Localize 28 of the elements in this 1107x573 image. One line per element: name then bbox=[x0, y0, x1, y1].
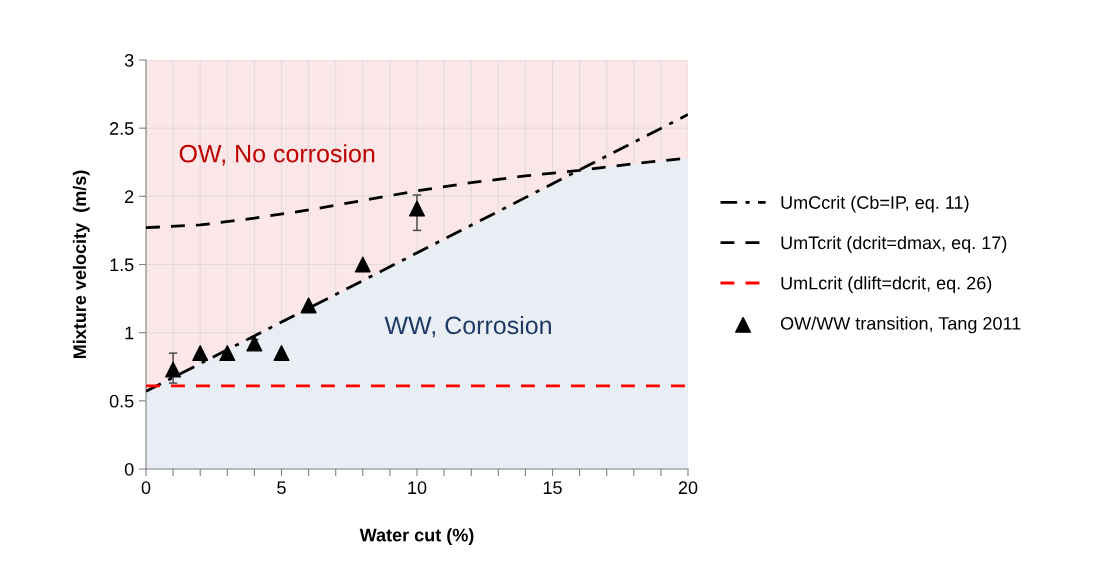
point bbox=[219, 345, 236, 362]
point bbox=[192, 345, 209, 362]
point bbox=[300, 297, 317, 314]
x-axis-title: Water cut (%) bbox=[359, 528, 474, 546]
legend-label: UmLcrit (dlift=dcrit, eq. 26) bbox=[781, 276, 992, 294]
legend-label: UmCcrit (Cb=IP, eq. 11) bbox=[781, 195, 969, 213]
point bbox=[165, 361, 182, 378]
y-tick-label: 3 bbox=[124, 53, 134, 67]
x-tick-label: 15 bbox=[543, 481, 562, 495]
y-tick-label: 1.5 bbox=[110, 258, 134, 272]
annotation: OW, No corrosion bbox=[179, 144, 375, 166]
y-tick-label: 0.5 bbox=[109, 394, 134, 408]
y-tick-label: 2 bbox=[125, 190, 134, 203]
y-tick-label: 1 bbox=[125, 326, 134, 340]
x-tick-label: 20 bbox=[678, 481, 698, 495]
y-axis-title: Mixture velocity (m/s) bbox=[72, 170, 90, 359]
point bbox=[246, 335, 263, 352]
y-tick-label: 2.5 bbox=[110, 122, 134, 135]
annotation: WW, Corrosion bbox=[384, 315, 551, 338]
y-tick-label: 0 bbox=[124, 462, 134, 476]
legend-label: OW/WW transition, Tang 2011 bbox=[780, 316, 1021, 334]
point bbox=[354, 256, 371, 273]
x-tick-label: 5 bbox=[277, 481, 286, 495]
point bbox=[273, 345, 290, 362]
x-tick-label: 0 bbox=[141, 481, 151, 495]
legend-label: UmTcrit (dcrit=dmax, eq. 17) bbox=[781, 235, 1007, 253]
point bbox=[409, 200, 425, 217]
x-tick-label: 10 bbox=[408, 481, 427, 495]
